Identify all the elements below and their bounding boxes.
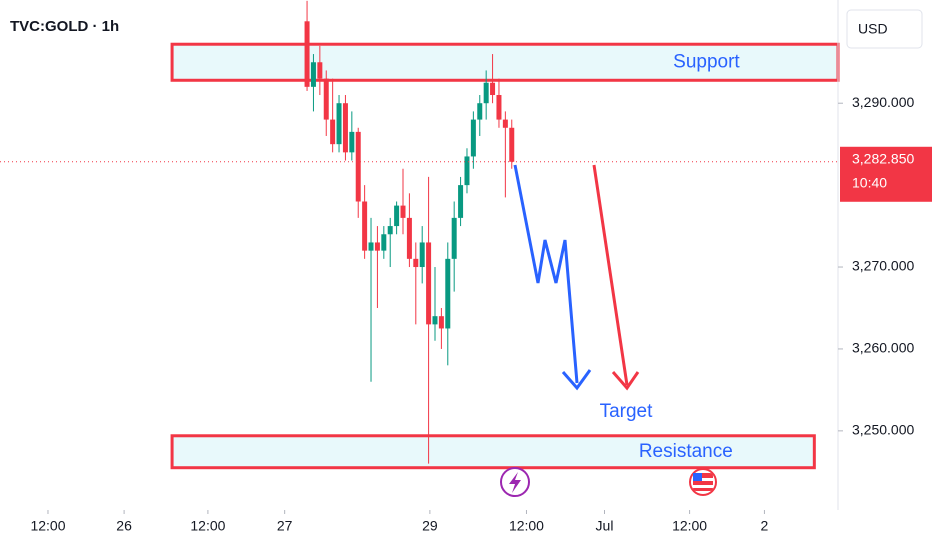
flag-stripe xyxy=(693,478,713,481)
candle-body xyxy=(336,103,342,145)
candle-body xyxy=(362,201,368,251)
zone xyxy=(170,42,840,82)
candle-body xyxy=(432,316,438,325)
candle-body xyxy=(413,258,419,268)
red-arrow xyxy=(592,164,629,386)
candle-body xyxy=(323,78,329,120)
x-tick-label: Jul xyxy=(596,518,614,534)
blue-path xyxy=(513,164,579,384)
candle-body xyxy=(464,156,470,186)
candle-body xyxy=(330,119,336,145)
y-tick-label: 3,270.000 xyxy=(852,258,914,274)
candle-body xyxy=(406,217,412,259)
x-tick-label: 2 xyxy=(761,518,769,534)
zone-label: Support xyxy=(673,51,740,72)
target-label: Target xyxy=(600,401,654,422)
flag-canton xyxy=(693,473,702,481)
candle-body xyxy=(310,62,316,87)
candle-body xyxy=(426,242,432,325)
x-tick-label: 12:00 xyxy=(190,518,225,534)
candle-body xyxy=(387,226,393,235)
candle-body xyxy=(483,82,489,104)
projection-drawings xyxy=(513,164,640,391)
candle-body xyxy=(304,21,310,87)
last-price-tag xyxy=(840,146,932,202)
flag-stripe xyxy=(693,485,713,488)
candle-body xyxy=(509,127,515,162)
lightning-icon xyxy=(509,472,521,493)
zones: Support Resistance xyxy=(170,42,840,470)
candle-body xyxy=(477,103,483,120)
candle-body xyxy=(368,242,374,251)
x-tick-label: 12:00 xyxy=(509,518,544,534)
candle-body xyxy=(451,217,457,259)
x-tick-label: 27 xyxy=(277,518,293,534)
x-tick-label: 29 xyxy=(422,518,438,534)
zone xyxy=(170,434,816,470)
currency-button[interactable] xyxy=(846,9,923,49)
candle-body xyxy=(438,316,444,329)
currency-label: USD xyxy=(858,21,888,37)
x-tick-label: 12:00 xyxy=(30,518,65,534)
candle-body xyxy=(400,205,406,218)
candle-body xyxy=(470,119,476,157)
zone-label: Resistance xyxy=(639,441,733,462)
candle-body xyxy=(342,103,348,153)
candles xyxy=(304,0,515,464)
candle-body xyxy=(374,242,380,251)
candle-body xyxy=(419,242,425,268)
candle-body xyxy=(445,258,451,329)
y-tick-label: 3,260.000 xyxy=(852,340,914,356)
candle-body xyxy=(490,82,496,96)
candle-body xyxy=(394,205,400,227)
blue-arrowhead xyxy=(561,369,592,391)
candle-body xyxy=(355,131,361,202)
candle-body xyxy=(317,62,323,79)
candle-body xyxy=(458,185,464,218)
last-price-label: 3,282.850 xyxy=(852,150,914,166)
candle-body xyxy=(496,95,502,120)
x-tick-label: 12:00 xyxy=(672,518,707,534)
y-tick-label: 3,290.000 xyxy=(852,94,914,110)
last-price-time: 10:40 xyxy=(852,174,887,190)
event-icons xyxy=(500,467,717,497)
symbol-title: TVC:GOLD · 1h xyxy=(10,18,119,35)
candle-body xyxy=(502,119,508,128)
y-tick-label: 3,250.000 xyxy=(852,422,914,438)
red-arrowhead xyxy=(611,371,640,391)
candle-body xyxy=(349,131,355,153)
candle-body xyxy=(381,234,387,251)
x-tick-label: 26 xyxy=(116,518,132,534)
